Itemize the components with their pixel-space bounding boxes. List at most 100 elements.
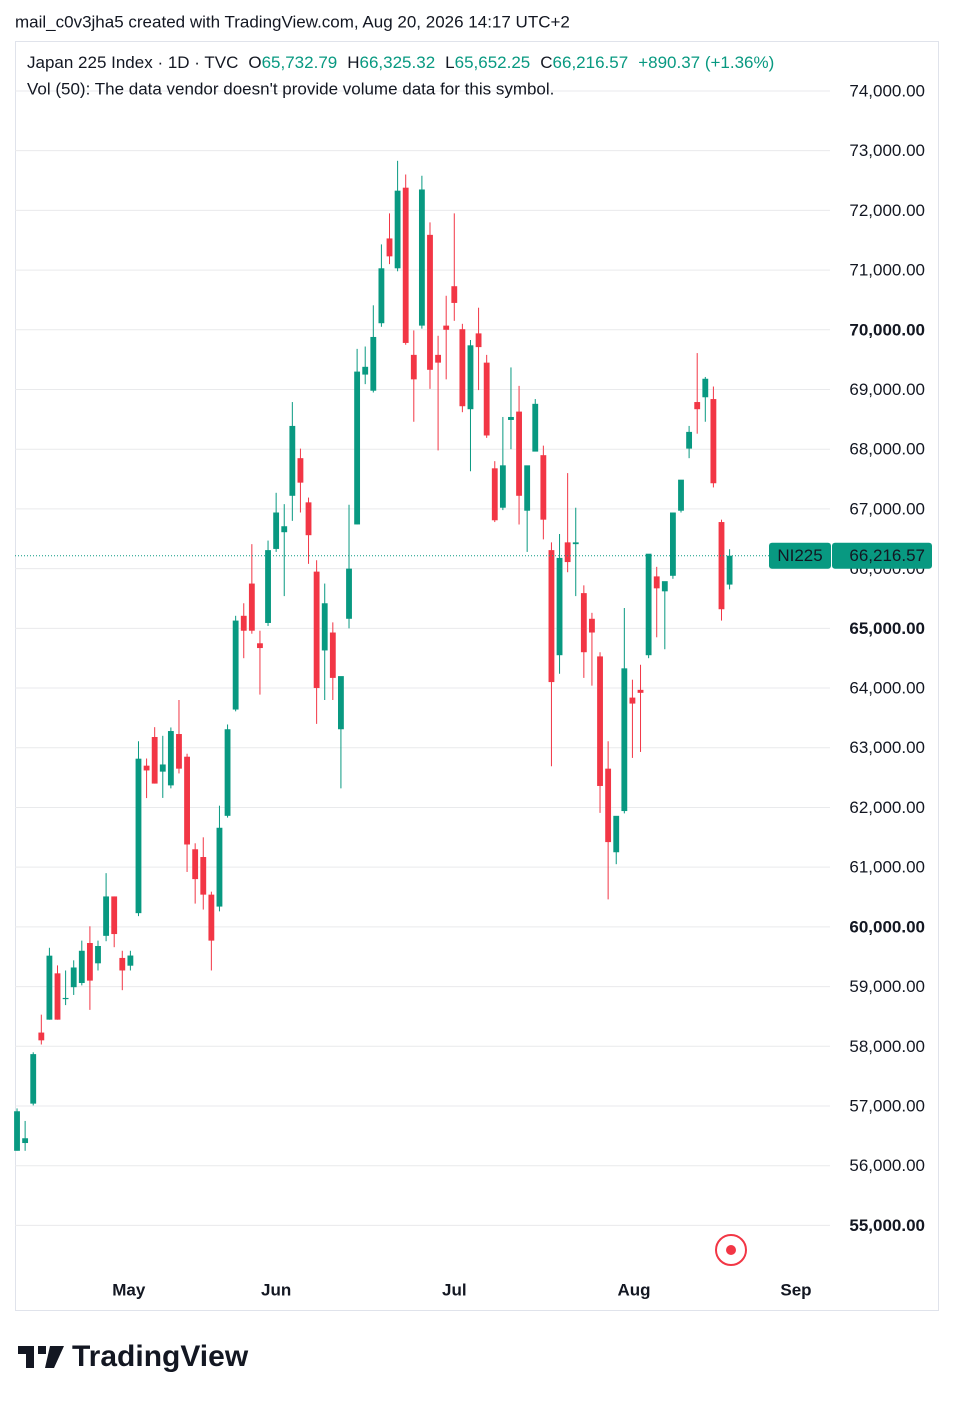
y-tick-label: 57,000.00 <box>849 1096 925 1115</box>
legend-title: Japan 225 Index · 1D · TVC <box>27 53 238 72</box>
y-tick-label: 68,000.00 <box>849 440 925 459</box>
candle-body <box>30 1054 37 1104</box>
candle-body <box>467 345 474 410</box>
candle-body <box>208 894 215 941</box>
candle-body <box>516 411 522 496</box>
candle-body <box>605 768 612 843</box>
ohlc-legend: Japan 225 Index · 1D · TVC O65,732.79 H66,… <box>27 53 774 72</box>
candle-body <box>491 468 498 521</box>
candle-body <box>184 756 190 845</box>
candle-body <box>548 550 555 683</box>
candle-body <box>540 455 547 520</box>
candle-body <box>427 234 433 370</box>
y-tick-label: 58,000.00 <box>849 1037 925 1056</box>
candle-body <box>103 896 110 936</box>
candle-body <box>499 465 506 508</box>
y-tick-label: 67,000.00 <box>849 499 925 518</box>
candle-body <box>224 729 231 816</box>
candle-body <box>143 765 150 771</box>
candle-body <box>38 1032 45 1041</box>
candle-body <box>686 431 693 449</box>
legend-o-label: O <box>248 53 261 72</box>
candle-body <box>556 557 563 656</box>
legend-change: +890.37 (+1.36%) <box>638 53 774 72</box>
candle-body <box>629 697 636 704</box>
symbol-label: NI225 <box>777 546 822 565</box>
candle-body <box>370 336 377 391</box>
legend-l-label: L <box>445 53 454 72</box>
y-tick-label: 62,000.00 <box>849 798 925 817</box>
candle-body <box>62 997 69 1000</box>
legend-c-label: C <box>540 53 552 72</box>
candle-body <box>564 542 571 563</box>
candle-body <box>119 957 126 971</box>
candle-body <box>621 668 628 812</box>
y-tick-label: 69,000.00 <box>849 380 925 399</box>
candle-body <box>718 522 725 610</box>
candle-body <box>273 512 280 549</box>
candle-body <box>451 286 458 303</box>
candle-body <box>297 458 304 483</box>
candle-body <box>240 615 247 631</box>
candle-body <box>54 973 61 1020</box>
candle-body <box>346 568 352 619</box>
candle-body <box>14 1111 20 1151</box>
candle-body <box>86 943 93 981</box>
event-dot <box>726 1245 736 1255</box>
candle-body <box>151 737 158 784</box>
candle-body <box>127 955 134 966</box>
candle-body <box>95 945 101 964</box>
candle-body <box>248 583 255 631</box>
x-tick-label: Jul <box>442 1280 467 1299</box>
candle-body <box>192 849 199 880</box>
candle-body <box>524 465 531 511</box>
candle-body <box>305 502 312 536</box>
candle-body <box>402 187 409 343</box>
candle-body <box>645 553 652 656</box>
y-tick-label: 70,000.00 <box>849 320 925 339</box>
candle-body <box>726 555 733 585</box>
candle-body <box>597 656 603 786</box>
y-tick-label: 64,000.00 <box>849 679 925 698</box>
y-tick-label: 74,000.00 <box>849 81 925 100</box>
candle-body <box>216 827 223 907</box>
candle-body <box>637 689 644 693</box>
candle-body <box>613 815 620 853</box>
x-tick-label: Aug <box>618 1280 651 1299</box>
candle-body <box>580 593 587 653</box>
y-tick-label: 72,000.00 <box>849 201 925 220</box>
candle-body <box>410 354 417 380</box>
y-tick-label: 65,000.00 <box>849 619 925 638</box>
candle-body <box>78 950 85 984</box>
legend-l: 65,652.25 <box>455 53 531 72</box>
candle-body <box>329 632 336 678</box>
y-tick-label: 60,000.00 <box>849 917 925 936</box>
y-tick-label: 55,000.00 <box>849 1216 925 1235</box>
candle-body <box>22 1138 29 1144</box>
candle-body <box>394 190 401 269</box>
candle-body <box>176 734 182 769</box>
candle-body <box>232 620 239 710</box>
candle-body <box>289 425 296 496</box>
price-label: 66,216.57 <box>849 546 925 565</box>
frame <box>15 41 939 1311</box>
candle-body <box>313 571 320 689</box>
candle-body <box>321 603 328 651</box>
candle-body <box>338 676 344 730</box>
candle-body <box>111 896 118 935</box>
candle-body <box>200 857 207 895</box>
candle-body <box>435 354 442 363</box>
candle-body <box>702 378 709 398</box>
legend-h: 66,325.32 <box>360 53 436 72</box>
candle-body <box>710 399 717 484</box>
candle-body <box>135 758 142 914</box>
y-tick-label: 63,000.00 <box>849 738 925 757</box>
candle-body <box>70 967 77 988</box>
candle-body <box>386 238 393 257</box>
candle-body <box>443 325 450 330</box>
candle-body <box>653 576 660 589</box>
candle-body <box>589 618 595 633</box>
volume-note: Vol (50): The data vendor doesn't provid… <box>27 79 554 98</box>
candle-body <box>532 403 539 452</box>
